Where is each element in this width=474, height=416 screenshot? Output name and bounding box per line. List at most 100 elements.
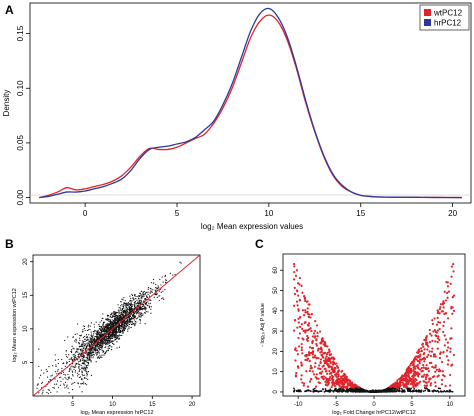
volcano-point-significant (420, 347, 423, 350)
scatter-point (99, 343, 102, 345)
scatter-point (147, 301, 149, 303)
scatter-point (131, 316, 133, 319)
scatter-point (142, 314, 144, 316)
scatter-point (92, 350, 94, 352)
volcano-point (351, 390, 353, 393)
scatter-point (145, 308, 147, 310)
volcano-point-significant (396, 379, 399, 382)
scatter-point (122, 312, 124, 314)
scatter-point (109, 325, 111, 327)
scatter-point (78, 348, 80, 350)
volcano-point-significant (449, 373, 452, 377)
volcano-point-significant (411, 364, 414, 367)
scatter-point (92, 356, 94, 358)
volcano-point (363, 389, 366, 392)
volcano-point-significant (431, 322, 434, 325)
volcano-point-significant (301, 309, 304, 312)
volcano-point-significant (300, 284, 303, 288)
scatter-point (84, 329, 86, 332)
scatter-point (92, 338, 94, 340)
scatter-point (75, 351, 77, 353)
volcano-point-significant (414, 371, 418, 374)
scatter-point (85, 377, 87, 380)
scatter-point (64, 365, 66, 367)
volcano-point-significant (418, 362, 421, 365)
volcano-point-significant (331, 381, 334, 385)
scatter-point (120, 334, 122, 337)
scatter-point (161, 298, 163, 300)
scatter-point (105, 334, 107, 337)
scatter-point (57, 370, 59, 372)
volcano-point-significant (432, 353, 436, 356)
scatter-point (104, 340, 106, 343)
scatter-point (83, 383, 85, 385)
scatter-point (68, 377, 70, 380)
scatter-point (82, 329, 84, 331)
scatter-point (71, 359, 74, 361)
volcano-point-significant (297, 308, 300, 311)
scatter-point (87, 342, 89, 344)
scatter-point (143, 305, 145, 307)
volcano-point-significant (428, 328, 431, 332)
scatter-point (60, 376, 62, 378)
reference-line-b (32, 254, 201, 397)
volcano-point (327, 389, 330, 392)
scatter-point (81, 367, 83, 369)
volcano-point-significant (449, 337, 452, 340)
volcano-point-significant (329, 372, 333, 375)
scatter-point (118, 312, 120, 314)
volcano-point-significant (446, 285, 450, 288)
scatter-point (118, 337, 121, 339)
scatter-point (41, 393, 43, 395)
volcano-point-significant (349, 384, 352, 387)
scatter-point (108, 337, 110, 340)
scatter-point (79, 352, 81, 354)
volcano-point-significant (451, 312, 454, 315)
scatter-point (85, 352, 87, 354)
scatter-point (129, 308, 131, 310)
volcano-point (410, 387, 412, 390)
scatter-point (121, 312, 123, 314)
scatter-point (81, 349, 83, 351)
volcano-point-significant (343, 372, 346, 376)
scatter-point (39, 374, 42, 376)
scatter-point (49, 379, 51, 381)
volcano-point-significant (330, 374, 334, 377)
scatter-point (104, 328, 106, 330)
volcano-point-significant (426, 348, 429, 351)
volcano-point-significant (293, 319, 297, 322)
volcano-point-significant (318, 381, 321, 385)
volcano-point-significant (293, 262, 296, 266)
scatter-point (81, 359, 84, 361)
scatter-point (54, 359, 57, 361)
volcano-point-significant (298, 299, 301, 302)
scatter-point (116, 338, 118, 340)
scatter-point (57, 358, 60, 361)
scatter-point (161, 276, 163, 278)
scatter-point (108, 314, 110, 317)
volcano-point-significant (313, 354, 317, 357)
volcano-point (305, 389, 308, 392)
volcano-point-significant (314, 362, 317, 365)
volcano-point-significant (309, 378, 313, 381)
volcano-point-significant (312, 332, 316, 335)
scatter-point (45, 368, 47, 370)
y-tick-label-b: 5 (23, 360, 29, 364)
scatter-point (107, 335, 109, 337)
volcano-point (408, 388, 411, 391)
scatter-point (90, 340, 92, 342)
scatter-point (124, 327, 126, 329)
scatter-point (115, 320, 117, 322)
volcano-point-significant (433, 328, 437, 332)
scatter-point (104, 343, 107, 345)
volcano-point-significant (412, 369, 415, 373)
volcano-point (439, 387, 442, 390)
scatter-point (77, 323, 79, 325)
volcano-point-significant (400, 381, 403, 384)
scatter-point (155, 294, 157, 296)
scatter-point (78, 376, 81, 379)
scatter-point (120, 309, 122, 311)
volcano-chart-c: -10 -5 0 5 10 0 10 20 30 40 50 60 log₂ Fold Change… (260, 253, 466, 416)
scatter-point (87, 339, 89, 341)
volcano-point-significant (304, 299, 307, 303)
